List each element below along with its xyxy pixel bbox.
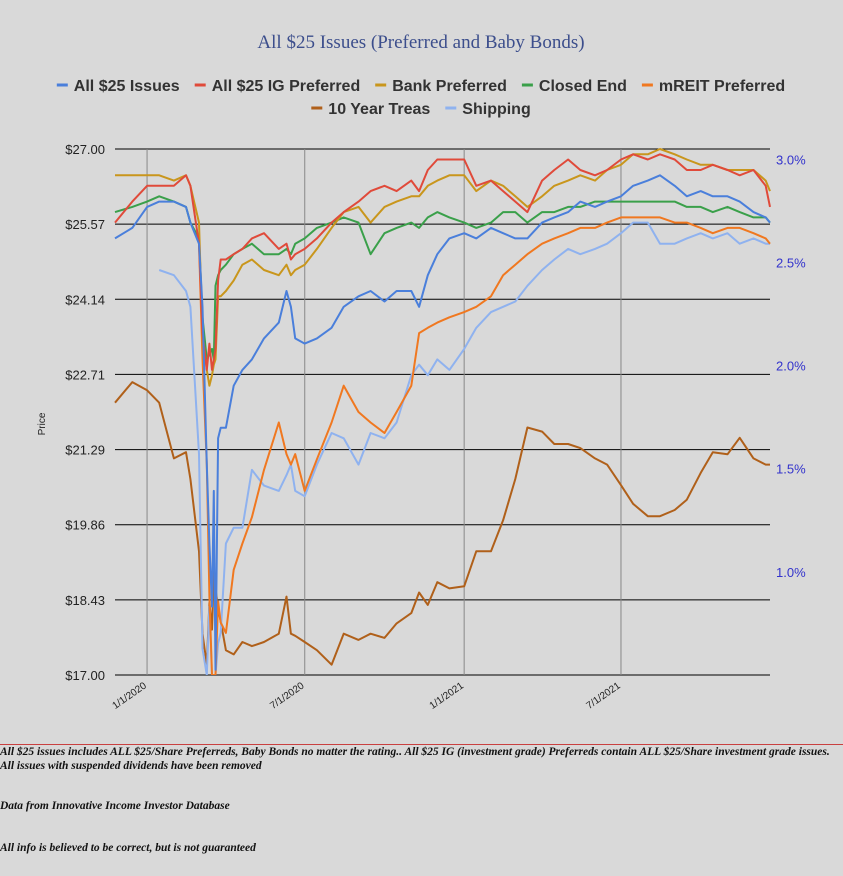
y2-tick-label: 1.5% xyxy=(776,462,806,477)
y-tick-label: $18.43 xyxy=(65,593,105,608)
legend-label: All $25 IG Preferred xyxy=(212,78,361,95)
legend-label: Shipping xyxy=(462,101,530,118)
y2-tick-label: 3.0% xyxy=(776,152,806,167)
legend-label: Closed End xyxy=(539,78,627,95)
legend-item: mREIT Preferred xyxy=(641,78,785,95)
y-tick-label: $19.86 xyxy=(65,518,105,533)
legend-item: All $25 Issues xyxy=(56,78,180,95)
footnote-source: Data from Innovative Income Investor Dat… xyxy=(0,800,230,812)
footnote-disclaimer: All info is believed to be correct, but … xyxy=(0,842,256,854)
footnote-rating: All $25 issues includes ALL $25/Share Pr… xyxy=(0,746,830,772)
x-axis: 1/1/2020 7/1/2020 1/1/2021 7/1/2021 xyxy=(111,680,623,712)
chart-title: All $25 Issues (Preferred and Baby Bonds… xyxy=(257,32,584,53)
x-tick-label: 7/1/2021 xyxy=(584,680,623,712)
legend-item: All $25 IG Preferred xyxy=(194,78,361,95)
y-tick-label: $17.00 xyxy=(65,668,105,683)
legend-item: Shipping xyxy=(445,101,531,118)
y2-tick-label: 2.0% xyxy=(776,359,806,374)
y2-tick-label: 2.5% xyxy=(776,255,806,270)
x-tick-label: 1/1/2021 xyxy=(428,680,467,712)
series-line-all-25-ig-preferred xyxy=(114,153,771,371)
y-tick-label: $22.71 xyxy=(65,367,105,382)
y-tick-label: $24.14 xyxy=(65,292,105,307)
legend-item: 10 Year Treas xyxy=(311,101,430,118)
legend-label: All $25 Issues xyxy=(74,78,180,95)
gridlines xyxy=(115,148,770,676)
chart: All $25 Issues (Preferred and Baby Bonds… xyxy=(37,32,806,712)
x-tick-label: 7/1/2020 xyxy=(268,680,307,712)
y-tick-label: $25.57 xyxy=(65,217,105,232)
series-line-bank-preferred xyxy=(115,148,771,387)
y-axis-label: Price xyxy=(37,412,48,435)
legend-label: 10 Year Treas xyxy=(328,101,430,118)
y-tick-label: $21.29 xyxy=(65,443,105,458)
y-axis: $17.00 $18.43 $19.86 $21.29 $22.71 $24.14 $25.… xyxy=(65,142,105,683)
y2-axis: 1.0% 1.5% 2.0% 2.5% 3.0% xyxy=(776,152,806,580)
legend: All $25 Issues All $25 IG Preferred Bank P… xyxy=(56,78,785,118)
legend-label: mREIT Preferred xyxy=(659,78,785,95)
series-line-all-25-issues xyxy=(114,174,771,671)
x-tick-label: 1/1/2020 xyxy=(111,680,150,712)
footnotes: All $25 issues includes ALL $25/Share Pr… xyxy=(0,744,843,854)
series-line-mreit-preferred xyxy=(198,216,771,675)
y2-tick-label: 1.0% xyxy=(776,565,806,580)
legend-item: Bank Preferred xyxy=(375,78,507,95)
y-tick-label: $27.00 xyxy=(65,142,105,157)
legend-label: Bank Preferred xyxy=(392,78,507,95)
plot-area xyxy=(114,148,771,675)
legend-item: Closed End xyxy=(521,78,627,95)
